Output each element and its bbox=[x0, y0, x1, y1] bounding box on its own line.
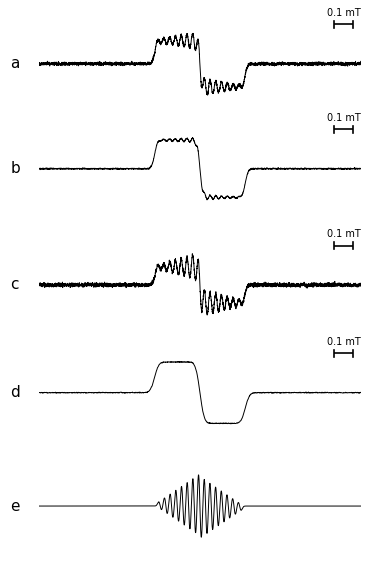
Text: 0.1 mT: 0.1 mT bbox=[327, 229, 361, 239]
Text: 0.1 mT: 0.1 mT bbox=[327, 337, 361, 347]
Text: d: d bbox=[10, 385, 20, 400]
Text: 0.1 mT: 0.1 mT bbox=[327, 113, 361, 123]
Text: 0.1 mT: 0.1 mT bbox=[327, 8, 361, 18]
Text: e: e bbox=[10, 498, 20, 514]
Text: b: b bbox=[10, 161, 20, 176]
Text: a: a bbox=[10, 56, 20, 71]
Text: c: c bbox=[10, 277, 19, 293]
